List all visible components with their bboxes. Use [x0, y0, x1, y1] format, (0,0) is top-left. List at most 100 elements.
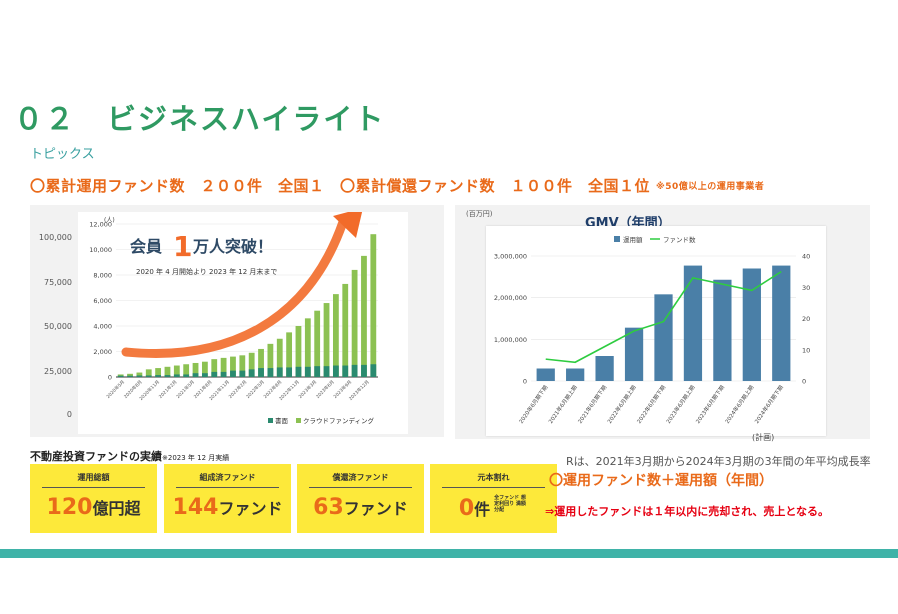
members-bar-paper — [117, 375, 124, 377]
stats-title: 不動産投資ファンドの実績※2023 年 12 月実績 — [30, 448, 229, 464]
gmv-bar — [683, 265, 703, 381]
members-bar-cf — [361, 255, 367, 377]
members-y-tick: 10,000 — [89, 246, 112, 254]
members-bar-paper — [155, 375, 162, 377]
gmv-y-right-tick: 0 — [802, 378, 806, 386]
fund-note: ⇒運用したファンドは１年以内に売却され、売上となる。 — [545, 505, 829, 518]
growth-arrow-head — [333, 208, 363, 238]
members-bar-cf — [351, 269, 358, 377]
members-bar-paper — [351, 364, 358, 377]
members-bar-cf — [286, 332, 293, 377]
gmv-y-left-tick: 0 — [523, 378, 527, 386]
gmv-unit-label: (百万円) — [466, 210, 493, 218]
members-bar-paper — [276, 367, 283, 377]
members-bar-paper — [342, 365, 349, 377]
page-subtitle: トピックス — [30, 147, 95, 162]
stat-number: 63 — [313, 495, 344, 520]
gmv-x-tick: 2020年6月期下期 — [517, 383, 550, 425]
members-bar-cf — [332, 294, 339, 377]
members-bar-paper — [370, 364, 377, 377]
members-bar-cf — [314, 310, 321, 377]
stat-value: 63ファンド — [297, 495, 424, 520]
gmv-y-right-tick: 10 — [802, 346, 810, 354]
members-bar-cf — [201, 361, 208, 377]
fund-heading: 〇運用ファンド数＋運用額（年間） — [549, 473, 773, 489]
gmv-x-tick: 2021年6月期上期 — [546, 383, 579, 425]
headline: 〇累計運用ファンド数 ２００件 全国１ 〇累計償還ファンド数 １００件 全国１位… — [30, 175, 764, 196]
stat-tiny-note: 全ファンド 想定利回り 満額分配 — [494, 495, 526, 513]
gmv-plan-label: (計画) — [752, 433, 775, 442]
members-bar-cf — [183, 364, 190, 377]
banner-prefix: 会員 — [130, 237, 162, 256]
legend-swatch-paper — [268, 418, 273, 423]
gmv-y-right-tick: 20 — [802, 315, 810, 323]
headline-text: 〇累計運用ファンド数 ２００件 全国１ 〇累計償還ファンド数 １００件 全国１位 — [30, 177, 651, 195]
stat-label: 運用総額 — [77, 473, 110, 482]
gmv-x-tick: 2021年6月期下期 — [576, 383, 609, 425]
members-bar-cf — [239, 355, 246, 377]
stat-divider — [42, 487, 145, 488]
stat-label: 償還済ファンド — [332, 473, 389, 482]
members-bar-paper — [230, 370, 236, 377]
stat-unit: ファンド — [218, 499, 283, 518]
members-bar-paper — [286, 367, 293, 377]
gmv-bar — [772, 265, 791, 381]
gmv-legend-label-count: ファンド数 — [663, 235, 696, 244]
members-bar-paper — [201, 373, 208, 377]
members-chart-card: (人) 0 2,000 4,000 6,000 8,000 10,000 12,000 2020… — [78, 208, 408, 434]
banner-suffix: 万人突破！ — [192, 237, 273, 256]
members-bar-cf — [230, 356, 236, 377]
members-y-tick: 4,000 — [93, 323, 112, 331]
gmv-bar — [654, 294, 673, 381]
members-bar-paper — [183, 374, 190, 377]
gmv-fund-count-line — [545, 270, 782, 364]
members-y-tick: 8,000 — [93, 272, 112, 280]
gmv-legend-swatch-amount — [614, 236, 620, 242]
members-bar-cf — [220, 357, 227, 377]
stat-number: 144 — [172, 495, 219, 520]
members-bar-paper — [220, 371, 227, 377]
members-bar-cf — [136, 372, 143, 377]
gmv-bar — [713, 279, 732, 381]
members-bar-paper — [173, 374, 180, 377]
members-bar-cf — [164, 366, 171, 377]
stats-title-text: 不動産投資ファンドの実績 — [30, 450, 162, 463]
members-bar-paper — [136, 375, 143, 377]
members-bar-cf — [211, 359, 218, 377]
banner-number: 1 — [173, 230, 192, 263]
members-bar-cf — [145, 369, 152, 377]
gmv-y-left-tick: 2,000,000 — [494, 294, 527, 302]
members-bar-cf — [295, 326, 302, 377]
stat-box-total: 運用総額 120億円超 — [30, 464, 157, 533]
members-y-tick: 12,000 — [89, 221, 112, 229]
gmv-x-tick: 2022年6月期下期 — [635, 383, 668, 425]
members-bar-paper — [304, 366, 311, 377]
members-bar-paper — [323, 366, 330, 377]
members-bar-paper — [164, 375, 171, 377]
members-bar-paper — [295, 366, 302, 377]
members-bar-paper — [239, 370, 246, 377]
page-title: ０２ ビジネスハイライト — [14, 102, 386, 136]
stat-divider — [176, 487, 279, 488]
bg-axis-tick: 25,000 — [44, 367, 72, 376]
gmv-bar — [624, 327, 644, 381]
members-bar-paper — [314, 366, 321, 377]
stats-title-note: ※2023 年 12 月実績 — [162, 454, 230, 462]
stat-unit: 件 — [474, 500, 491, 519]
stat-divider — [442, 487, 545, 488]
members-bar-paper — [145, 375, 152, 377]
bg-axis-tick: 100,000 — [38, 233, 72, 242]
gmv-chart: 運用額 ファンド数 0 1,000,000 2,000,000 3,000,000 0 10 2… — [494, 235, 810, 425]
members-y-tick: 0 — [108, 374, 112, 382]
legend-label-paper: 書面 — [275, 416, 289, 425]
legend-swatch-cf — [296, 418, 301, 423]
members-y-tick: 6,000 — [93, 297, 112, 305]
bg-axis-tick: 0 — [66, 410, 72, 419]
members-bar-paper — [248, 369, 255, 377]
gmv-bar — [536, 368, 555, 381]
stat-value: 144ファンド — [164, 495, 291, 520]
stat-box-formed: 組成済ファンド 144ファンド — [164, 464, 291, 533]
stat-unit: 億円超 — [92, 499, 141, 518]
members-bar-cf — [267, 343, 274, 377]
stat-unit: ファンド — [343, 499, 408, 518]
